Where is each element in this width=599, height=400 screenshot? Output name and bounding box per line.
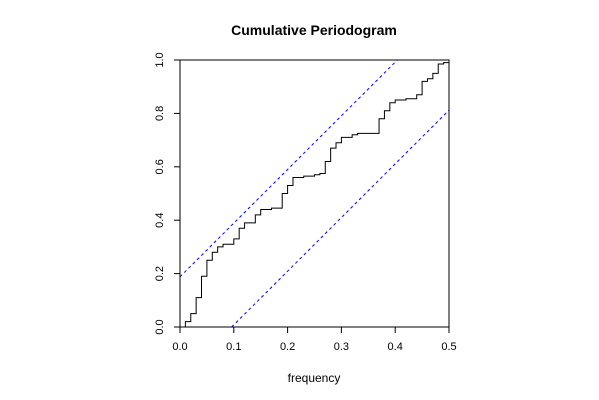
plot-frame	[179, 59, 450, 328]
x-tick-label: 0.4	[388, 341, 403, 353]
x-tick-label: 0.5	[441, 341, 456, 353]
y-tick-label: 0.2	[154, 266, 166, 281]
cumulative-periodogram-line	[180, 62, 449, 328]
x-tick-label: 0.3	[334, 341, 349, 353]
y-axis: 0.0 0.2 0.4 0.6 0.8 1.0	[154, 52, 180, 335]
x-tick-label: 0.1	[226, 341, 241, 353]
periodogram-series	[180, 62, 449, 328]
x-axis-label: frequency	[288, 371, 341, 385]
x-tick-label: 0.0	[172, 341, 187, 353]
y-tick-label: 1.0	[154, 52, 166, 67]
y-tick-label: 0.4	[154, 213, 166, 228]
y-tick-label: 0.6	[154, 159, 166, 174]
confidence-bounds	[179, 59, 450, 328]
y-tick-label: 0.8	[154, 106, 166, 121]
x-tick-label: 0.2	[280, 341, 295, 353]
chart-title: Cumulative Periodogram	[231, 22, 397, 38]
x-axis: 0.0 0.1 0.2 0.3 0.4 0.5	[172, 327, 457, 353]
upper-bound-line	[179, 59, 398, 278]
y-tick-label: 0.0	[154, 319, 166, 334]
